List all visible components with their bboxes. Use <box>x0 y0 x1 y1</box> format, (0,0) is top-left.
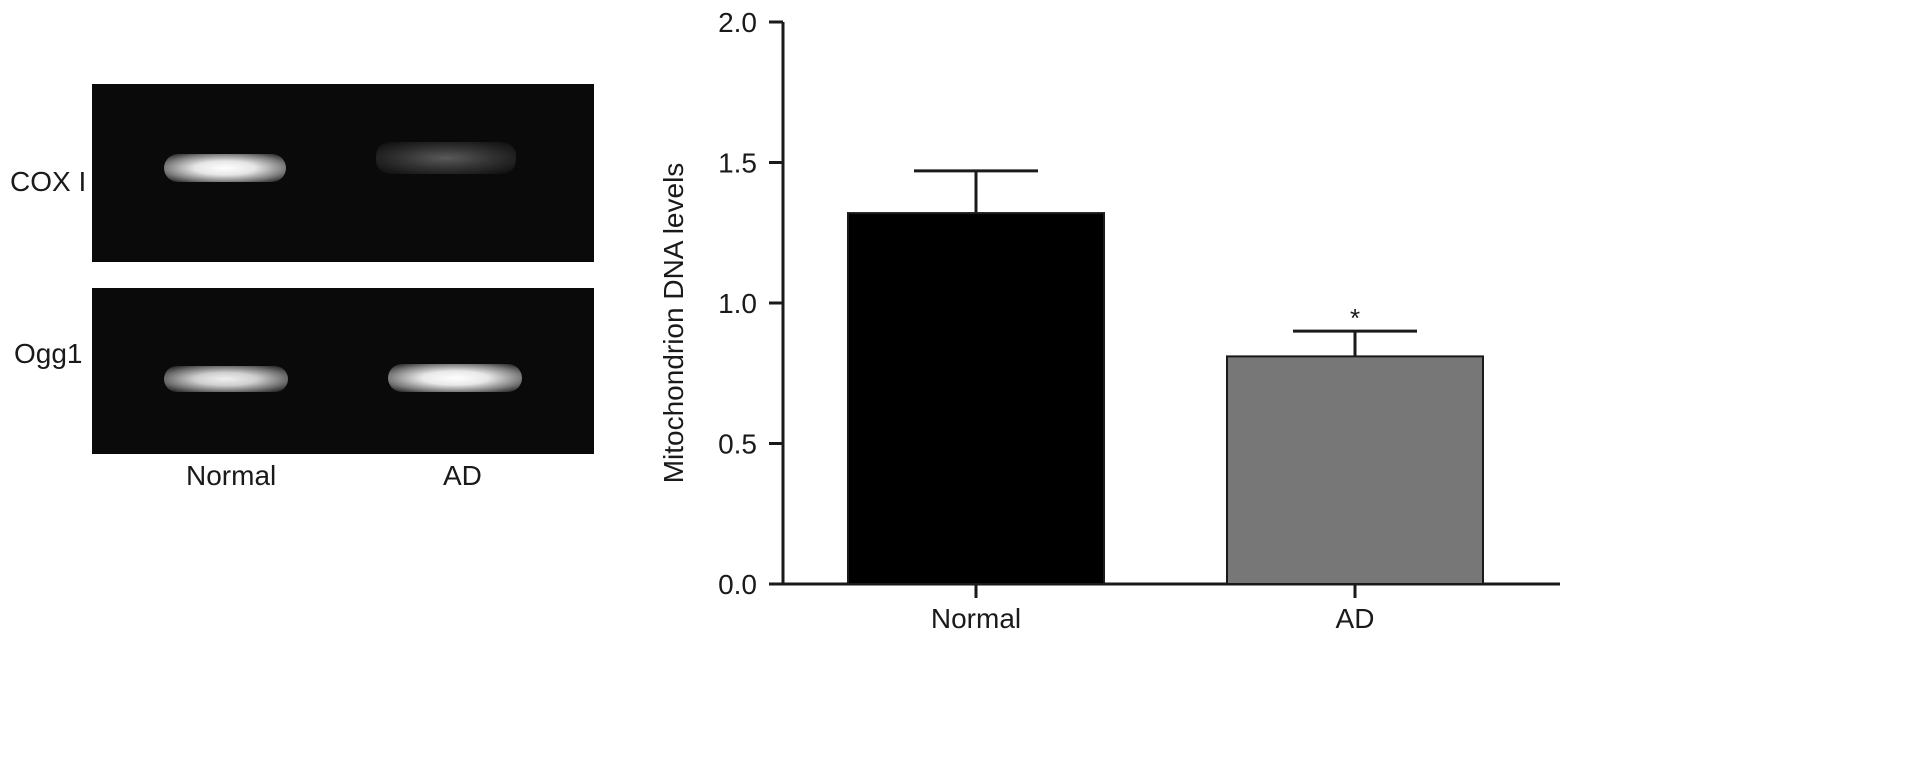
y-tick-label: 2.0 <box>718 7 757 38</box>
y-tick-label: 1.0 <box>718 288 757 319</box>
bar-normal <box>847 212 1105 586</box>
gel-panel-ogg1 <box>92 288 594 454</box>
gel-band-cox1-normal <box>164 154 286 182</box>
y-tick-label: 0.5 <box>718 429 757 460</box>
x-tick-label: Normal <box>931 603 1021 634</box>
y-tick-label: 1.5 <box>718 148 757 179</box>
gel-band-ogg1-ad <box>388 364 522 392</box>
gel-row-label-ogg1: Ogg1 <box>14 338 83 369</box>
y-axis-label: Mitochondrion DNA levels <box>658 163 689 484</box>
gel-row-label-cox1: COX I <box>10 166 87 197</box>
x-tick-label: AD <box>1336 603 1375 634</box>
gel-band-ogg1-normal <box>164 366 288 392</box>
gel-lane-label-ad: AD <box>443 460 482 491</box>
y-tick-label: 0.0 <box>718 569 757 600</box>
bar-ad <box>1226 355 1484 586</box>
significance-marker: * <box>1350 303 1360 333</box>
gel-lane-label-normal: Normal <box>186 460 277 491</box>
gel-band-cox1-ad <box>376 142 516 174</box>
gel-panel-cox1 <box>92 84 594 262</box>
